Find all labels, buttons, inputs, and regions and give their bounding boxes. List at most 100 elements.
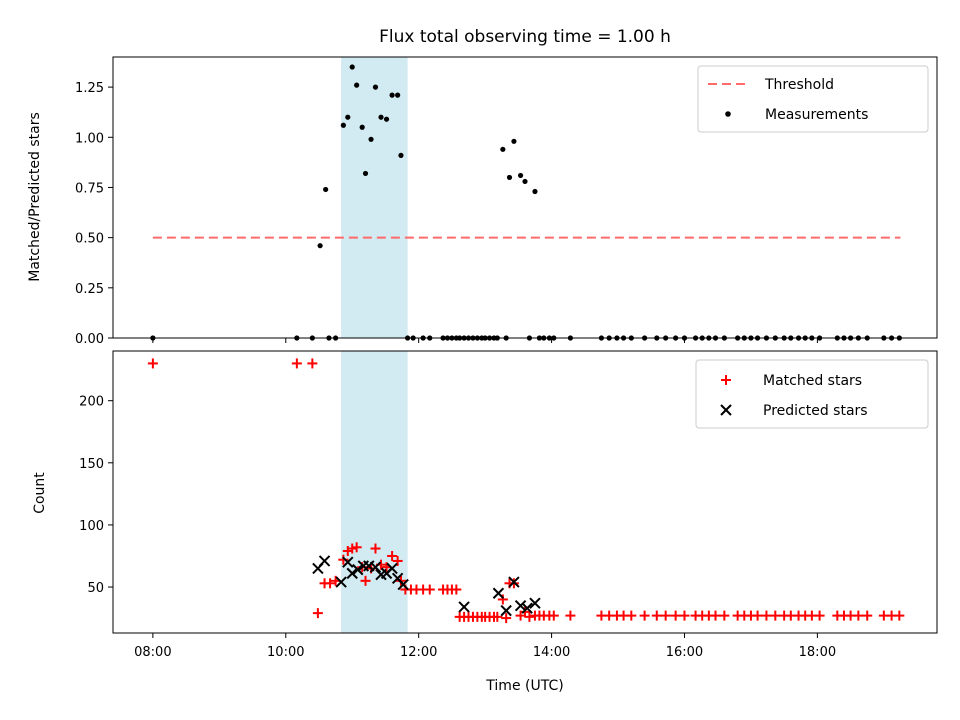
bottom-y-tick-label: 150 <box>79 457 104 472</box>
chart-title: Flux total observing time = 1.00 h <box>379 27 671 47</box>
bottom-x-tick-label: 12:00 <box>400 645 437 660</box>
matched-stars-legend-swatch <box>721 375 731 385</box>
bottom-x-axis-label: Time (UTC) <box>485 678 563 694</box>
measurement-point <box>345 114 351 120</box>
bottom-panel: 50 100 150 200 08:00 10:00 12:00 14:00 16:00 18:… <box>32 350 938 694</box>
top-y-axis-label: Matched/Predicted stars <box>27 112 43 282</box>
bottom-x-tick-label: 18:00 <box>799 645 836 660</box>
predicted-star-point <box>492 587 505 599</box>
bottom-x-tick-label: 14:00 <box>533 645 570 660</box>
bottom-plot-frame <box>112 350 938 634</box>
bottom-x-tick-label: 16:00 <box>666 645 703 660</box>
predicted-star-point <box>458 601 470 613</box>
matched-star-point <box>291 358 302 369</box>
matched-star-point <box>312 608 323 619</box>
top-y-tick-label: 1.25 <box>75 81 104 96</box>
bottom-x-tick-label: 10:00 <box>267 645 304 660</box>
matched-star-point <box>651 610 662 621</box>
matched-star-point <box>392 555 403 566</box>
matched-star-point <box>710 610 721 621</box>
top-y-tick-label: 0.00 <box>75 332 104 347</box>
measurement-point <box>398 152 404 158</box>
top-x-ticks <box>152 338 818 343</box>
predicted-stars-legend-marker <box>720 404 732 416</box>
bottom-x-tick-label: 08:00 <box>134 645 171 660</box>
measurements-legend-label: Measurements <box>765 107 868 123</box>
matched-star-point <box>387 550 398 561</box>
matched-star-point <box>307 358 318 369</box>
matched-star-point <box>370 543 381 554</box>
matched-star-point <box>325 578 336 589</box>
bottom-legend: Matched stars Predicted stars <box>695 359 929 429</box>
measurement-point <box>511 138 517 144</box>
matched-star-point <box>548 610 559 621</box>
predicted-star-point <box>500 604 512 617</box>
predicted-star-point <box>318 555 331 567</box>
matched-star-point <box>424 584 435 595</box>
predicted-star-point <box>342 556 354 568</box>
measurement-point <box>323 186 329 193</box>
measurement-point <box>378 114 384 120</box>
matched-stars-points <box>147 358 905 624</box>
matched-star-point <box>451 584 462 595</box>
top-legend: Threshold Measurements <box>697 65 929 133</box>
bottom-highlight-span <box>341 351 408 633</box>
top-y-tick-label: 0.25 <box>75 282 104 297</box>
matched-star-point <box>639 610 650 621</box>
predicted-star-point <box>521 602 533 614</box>
measurement-point <box>383 116 390 122</box>
matched-star-point <box>894 610 905 621</box>
matched-star-point <box>626 610 637 621</box>
matched-star-point <box>670 610 681 621</box>
matched-star-point <box>524 611 535 622</box>
matched-star-point <box>752 610 763 621</box>
measurement-point <box>340 122 346 128</box>
predicted-star-point <box>529 597 541 609</box>
measurement-point <box>395 92 401 98</box>
top-y-tick-label: 0.50 <box>75 232 104 247</box>
predicted-star-point <box>346 567 358 580</box>
matched-star-point <box>660 610 671 621</box>
matched-star-point <box>770 610 781 621</box>
measurement-point <box>317 243 323 249</box>
matched-star-point <box>520 606 530 617</box>
top-y-tick-label: 0.75 <box>75 181 104 196</box>
matched-star-point <box>853 610 864 621</box>
top-y-tick-label: 1.00 <box>75 131 104 146</box>
measurement-point <box>389 92 395 98</box>
matched-stars-legend-marker <box>721 375 731 385</box>
measurement-point <box>372 84 379 90</box>
matched-star-point <box>679 610 690 621</box>
matched-star-point <box>360 575 371 586</box>
predicted-star-point <box>508 576 520 588</box>
matched-star-point <box>719 610 730 621</box>
matched-star-point <box>814 610 825 621</box>
measurement-point <box>368 136 374 142</box>
matched-star-point <box>351 542 362 553</box>
bottom-legend-box <box>695 359 929 429</box>
matched-star-point <box>501 613 512 624</box>
bottom-y-ticks: 50 100 150 200 <box>79 395 113 596</box>
measurement-point <box>506 174 513 181</box>
top-highlight-span <box>341 57 408 338</box>
matched-star-point <box>147 358 158 369</box>
top-panel: 0.00 0.25 0.50 0.75 1.00 1.25 Flux total obse… <box>27 27 938 347</box>
bottom-y-tick-label: 50 <box>87 581 104 596</box>
predicted-star-point <box>369 561 382 573</box>
measurement-point <box>354 82 360 88</box>
measurement-point <box>349 64 355 70</box>
top-plot-frame <box>112 56 938 339</box>
measurement-point <box>362 170 369 177</box>
measurements-legend-swatch <box>725 111 731 117</box>
predicted-star-point <box>514 599 527 612</box>
measurement-point <box>517 172 524 179</box>
matched-star-point <box>492 611 503 622</box>
top-legend-box <box>697 65 929 133</box>
matched-stars-legend-label: Matched stars <box>763 373 862 389</box>
bottom-y-tick-label: 100 <box>79 519 104 534</box>
predicted-star-point <box>386 562 398 575</box>
predicted-stars-legend-swatch <box>720 404 732 416</box>
measurement-point <box>522 178 528 185</box>
bottom-x-ticks: 08:00 10:00 12:00 14:00 16:00 18:00 <box>134 633 836 660</box>
predicted-stars-points <box>312 555 541 617</box>
